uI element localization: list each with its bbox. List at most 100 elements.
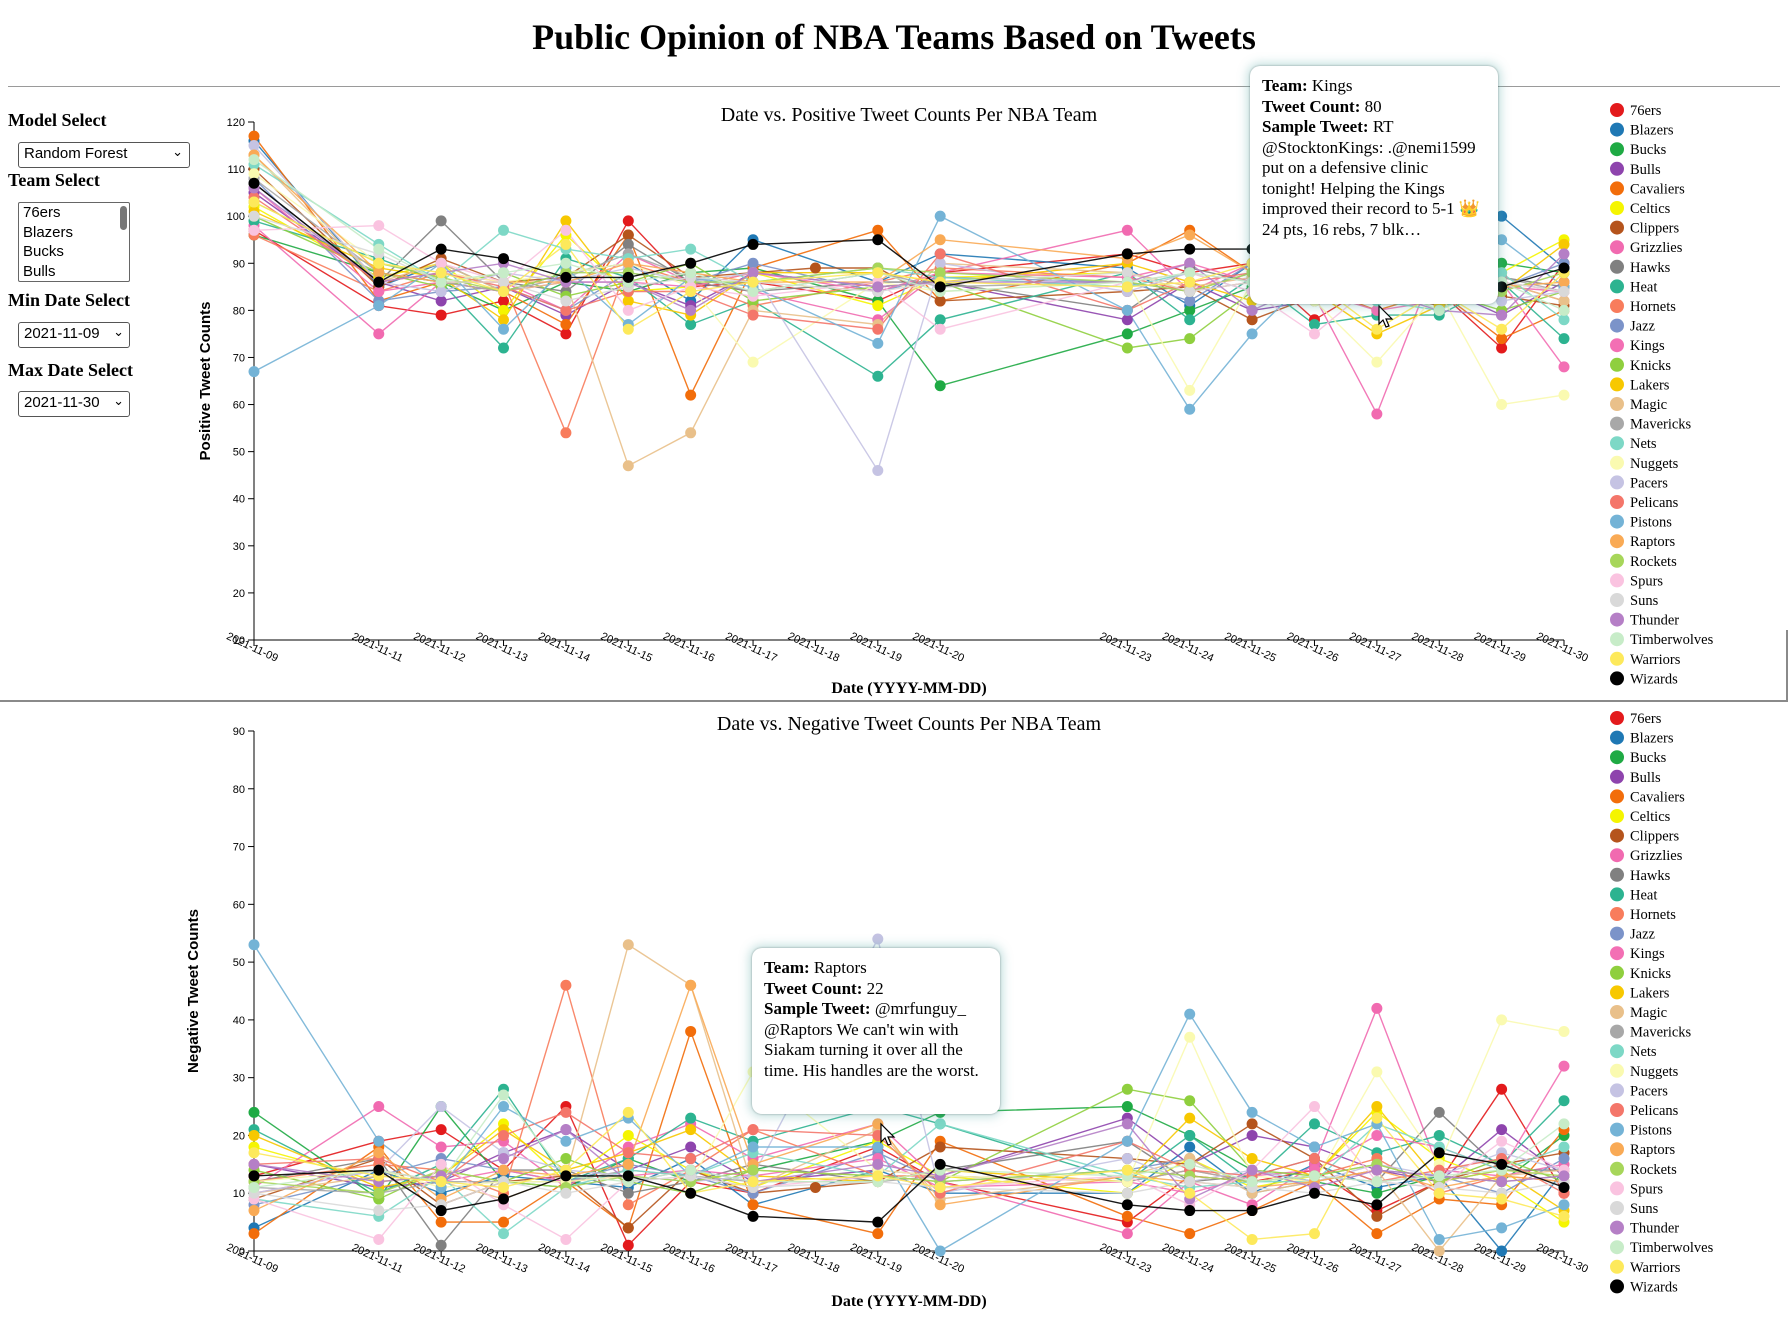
legend-label: Thunder xyxy=(1630,613,1679,629)
team-select[interactable]: 76ers Blazers Bucks Bulls xyxy=(18,202,130,282)
tooltip-sample: RT @StocktonKings: .@nemi1599 put on a d… xyxy=(1262,117,1481,239)
legend-swatch xyxy=(1610,651,1624,666)
data-point-warriors xyxy=(1433,1187,1445,1199)
data-point-knicks xyxy=(1121,1083,1133,1095)
data-point-warriors xyxy=(1558,1210,1570,1222)
data-point-warriors xyxy=(1121,1164,1133,1176)
x-tick-label: 2021-11-17 xyxy=(724,630,779,664)
data-point-pistons xyxy=(1184,1008,1196,1020)
data-point-76ers xyxy=(622,1239,634,1251)
series-line-heat xyxy=(253,1088,1565,1194)
data-point-timberwolves xyxy=(1371,1176,1383,1188)
team-option[interactable]: 76ers xyxy=(23,204,61,221)
data-point-blazers xyxy=(1184,1141,1196,1153)
data-point-celtics xyxy=(498,304,510,316)
legend-swatch xyxy=(1610,1220,1624,1235)
data-point-cavaliers xyxy=(560,318,572,330)
data-point-pistons xyxy=(747,1141,759,1153)
legend-label: Celtics xyxy=(1630,809,1671,825)
data-point-pistons xyxy=(1496,1222,1508,1234)
data-point-heat xyxy=(685,1112,697,1124)
data-point-cavaliers xyxy=(685,1025,697,1037)
team-option[interactable]: Blazers xyxy=(23,223,74,241)
data-point-thunder xyxy=(1496,1176,1508,1188)
data-point-warriors xyxy=(1371,1112,1383,1124)
team-option[interactable]: Bulls xyxy=(23,262,56,280)
positive-tooltip: Team: Kings Tweet Count: 80 Sample Tweet… xyxy=(1250,66,1498,304)
data-point-cavaliers xyxy=(1371,1228,1383,1240)
data-point-suns xyxy=(1558,286,1570,298)
max-date-value: 2021-11-30 xyxy=(24,394,100,411)
data-point-raptors xyxy=(248,1205,260,1217)
legend-swatch xyxy=(1610,848,1624,863)
y-tick-label: 10 xyxy=(233,1188,245,1200)
legend-swatch xyxy=(1610,1005,1624,1019)
data-point-pistons xyxy=(248,366,260,378)
data-point-spurs xyxy=(934,323,946,335)
model-select[interactable]: Random Forest ⌄ xyxy=(18,142,190,168)
data-point-76ers xyxy=(1496,1083,1508,1095)
data-point-timberwolves xyxy=(373,243,385,255)
max-date-select[interactable]: 2021-11-30 ⌄ xyxy=(18,391,130,417)
data-point-wizards xyxy=(248,177,260,189)
legend-swatch xyxy=(1610,475,1624,490)
team-option[interactable]: Bucks xyxy=(23,243,64,260)
data-point-raptors xyxy=(934,234,946,246)
legend-swatch xyxy=(1610,1240,1624,1255)
legend-label: 76ers xyxy=(1630,103,1662,119)
data-point-warriors xyxy=(872,267,884,279)
data-point-warriors xyxy=(934,1181,946,1193)
data-point-pistons xyxy=(872,337,884,349)
data-point-suns xyxy=(1121,1187,1133,1199)
y-tick-label: 0 xyxy=(239,1246,245,1258)
x-tick-label: 2021-11-16 xyxy=(661,1241,716,1275)
chevron-down-icon: ⌄ xyxy=(113,324,124,339)
data-point-clippers xyxy=(622,1222,634,1234)
data-point-warriors xyxy=(498,286,510,298)
team-select-scrollbar[interactable] xyxy=(120,206,127,230)
y-tick-label: 60 xyxy=(233,400,245,412)
x-tick-label: 2021-11-18 xyxy=(786,630,841,664)
data-point-suns xyxy=(373,1205,385,1217)
legend-label: Grizzlies xyxy=(1630,848,1683,864)
legend-label: Bucks xyxy=(1630,750,1667,766)
data-point-wizards xyxy=(685,1187,697,1199)
max-date-label: Max Date Select xyxy=(8,360,133,380)
data-point-pacers xyxy=(248,140,260,152)
y-tick-label: 60 xyxy=(233,899,245,911)
min-date-value: 2021-11-09 xyxy=(24,325,100,342)
legend-label: Bulls xyxy=(1630,162,1661,178)
data-point-warriors xyxy=(1121,281,1133,293)
data-point-cavaliers xyxy=(248,1228,260,1240)
legend-swatch xyxy=(1610,534,1624,549)
data-point-pacers xyxy=(435,1101,447,1113)
legend-label: Wizards xyxy=(1630,671,1678,687)
legend-swatch xyxy=(1610,1259,1624,1274)
cursor-icon xyxy=(880,1122,896,1146)
legend-label: Lakers xyxy=(1630,377,1670,393)
data-point-timberwolves xyxy=(1184,1158,1196,1170)
min-date-select[interactable]: 2021-11-09 ⌄ xyxy=(18,322,130,348)
series-line-cavaliers xyxy=(253,1029,1565,1235)
data-point-magic xyxy=(622,460,634,472)
data-point-bulls xyxy=(1496,1124,1508,1136)
x-tick-label: 2021-11-17 xyxy=(724,1241,779,1275)
data-point-timberwolves xyxy=(1433,1170,1445,1182)
series-line-warriors xyxy=(253,1111,1565,1241)
legend: 76ers Blazers Bucks Bulls Cavaliers Celtics Cl… xyxy=(1610,103,1714,687)
data-point-grizzlies xyxy=(373,328,385,340)
data-point-pelicans xyxy=(872,323,884,335)
legend-label: Rockets xyxy=(1630,554,1677,570)
data-point-pelicans xyxy=(934,248,946,260)
x-tick-label: 2021-11-14 xyxy=(536,630,591,664)
legend-swatch xyxy=(1610,612,1624,627)
data-point-wizards xyxy=(1184,243,1196,255)
data-point-wizards xyxy=(1558,262,1570,274)
data-point-wizards xyxy=(560,1170,572,1182)
data-point-spurs xyxy=(435,1158,447,1170)
data-point-thunder xyxy=(747,267,759,279)
chart-title: Date vs. Negative Tweet Counts Per NBA T… xyxy=(717,713,1102,735)
y-tick-label: 80 xyxy=(233,305,245,317)
legend-swatch xyxy=(1610,1083,1624,1098)
